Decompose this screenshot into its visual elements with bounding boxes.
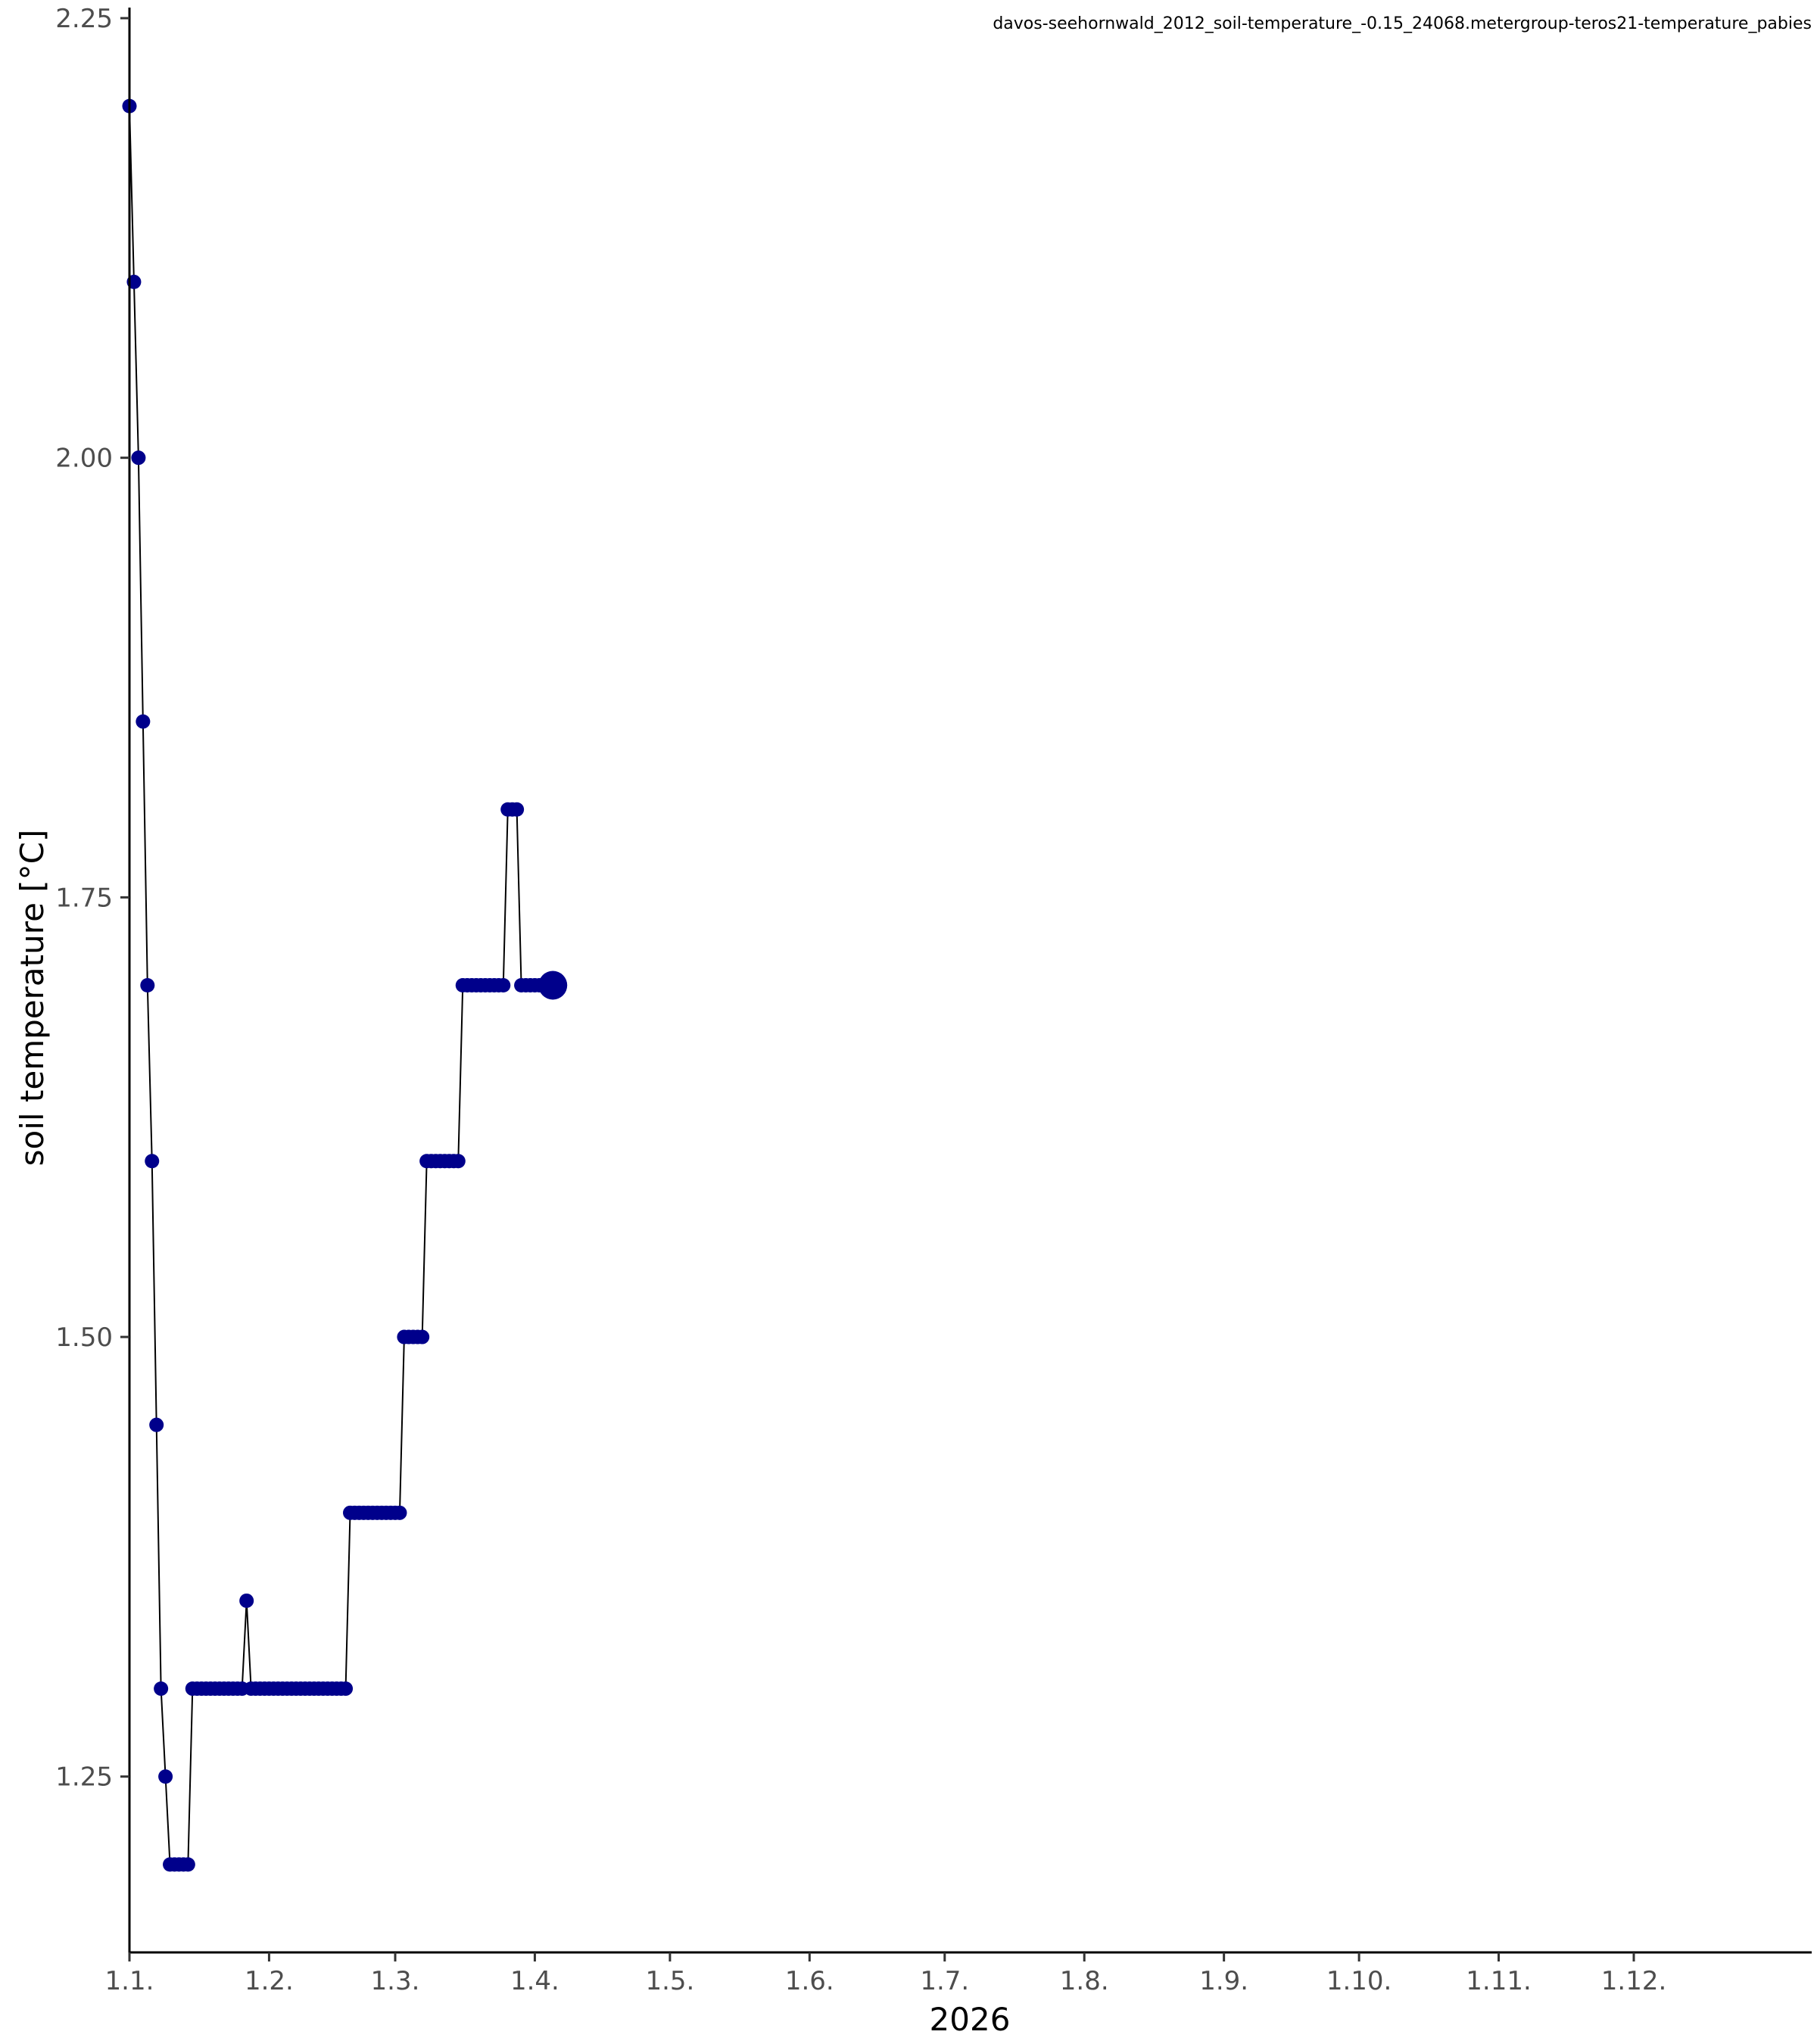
plot-area xyxy=(122,98,568,1872)
y-tick-label: 1.50 xyxy=(55,1323,113,1353)
x-axis: 1.1. 1.2. 1.3. 1.4. 1.5. 1.6. 1.7. 1.8. 1.9. 1.10… xyxy=(105,1952,1667,1996)
y-axis: 1.25 1.50 1.75 2.00 2.25 xyxy=(55,4,129,1793)
last-data-point xyxy=(538,971,568,1000)
x-tick-label: 1.7. xyxy=(920,1966,969,1996)
data-point xyxy=(415,1329,430,1344)
x-tick-label: 1.6. xyxy=(785,1966,834,1996)
x-tick-label: 1.1. xyxy=(105,1966,154,1996)
x-tick-label: 1.10. xyxy=(1326,1966,1392,1996)
x-tick-label: 1.11. xyxy=(1466,1966,1532,1996)
data-point xyxy=(338,1681,354,1697)
data-point xyxy=(154,1681,169,1697)
data-point xyxy=(145,1154,160,1169)
data-point xyxy=(131,450,146,466)
data-point xyxy=(140,978,155,992)
data-point xyxy=(510,802,525,817)
y-tick-label: 1.25 xyxy=(55,1762,113,1793)
x-tick-label: 1.8. xyxy=(1060,1966,1109,1996)
data-point xyxy=(158,1769,173,1784)
x-tick-label: 1.9. xyxy=(1199,1966,1248,1996)
y-tick-label: 1.75 xyxy=(55,883,113,913)
data-point xyxy=(180,1857,195,1872)
x-tick-label: 1.5. xyxy=(645,1966,694,1996)
data-point xyxy=(136,714,151,729)
x-tick-label: 1.12. xyxy=(1601,1966,1667,1996)
x-tick-label: 1.3. xyxy=(371,1966,420,1996)
y-axis-title: soil temperature [°C] xyxy=(14,830,51,1167)
data-point xyxy=(496,978,511,992)
data-point xyxy=(239,1593,254,1608)
x-tick-label: 1.4. xyxy=(510,1966,559,1996)
chart-title: davos-seehornwald_2012_soil-temperature_… xyxy=(993,14,1812,33)
y-tick-label: 2.00 xyxy=(55,444,113,474)
data-point xyxy=(450,1154,466,1169)
y-tick-label: 2.25 xyxy=(55,4,113,34)
data-point xyxy=(149,1417,164,1432)
x-axis-title: 2026 xyxy=(930,2001,1011,2038)
x-tick-label: 1.2. xyxy=(245,1966,294,1996)
data-point xyxy=(392,1505,407,1520)
